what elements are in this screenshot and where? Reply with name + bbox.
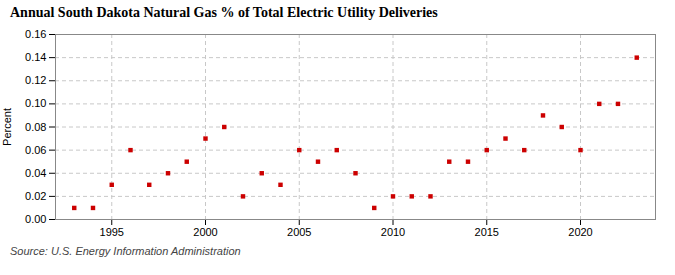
svg-text:1995: 1995 <box>100 226 124 238</box>
html-text:Source: U.S. Energy Informatio: Source: U.S. Energy Information Administ… <box>10 245 241 257</box>
svg-text:0.00: 0.00 <box>25 213 46 225</box>
svg-text:0.06: 0.06 <box>25 144 46 156</box>
svg-text:Percent: Percent <box>1 108 13 146</box>
html-text:Annual South Dakota Natural Ga: Annual South Dakota Natural Gas % of Tot… <box>10 5 438 20</box>
svg-text:0.12: 0.12 <box>25 74 46 86</box>
svg-text:0.10: 0.10 <box>25 97 46 109</box>
svg-text:0.08: 0.08 <box>25 121 46 133</box>
svg-text:0.02: 0.02 <box>25 190 46 202</box>
svg-text:0.16: 0.16 <box>25 28 46 40</box>
svg-text:2010: 2010 <box>381 226 405 238</box>
svg-text:0.14: 0.14 <box>25 51 46 63</box>
svg-text:2000: 2000 <box>193 226 217 238</box>
svg-text:2020: 2020 <box>568 226 592 238</box>
svg-text:2005: 2005 <box>287 226 311 238</box>
svg-text:0.04: 0.04 <box>25 167 46 179</box>
svg-text:2015: 2015 <box>475 226 499 238</box>
